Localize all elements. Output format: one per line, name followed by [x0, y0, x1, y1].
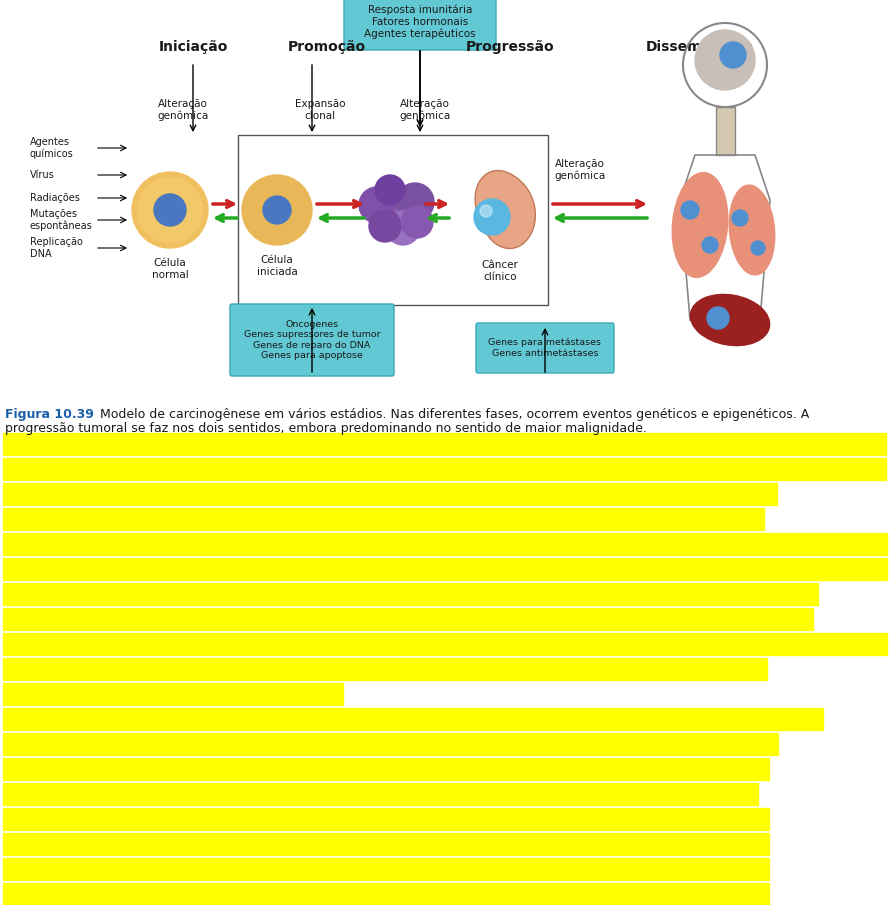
- Circle shape: [750, 241, 764, 255]
- Circle shape: [706, 307, 729, 329]
- Circle shape: [154, 194, 186, 226]
- Circle shape: [375, 175, 405, 205]
- Bar: [3, 708, 822, 730]
- Bar: [3, 733, 777, 755]
- Ellipse shape: [689, 294, 769, 346]
- Bar: [3, 483, 776, 505]
- Polygon shape: [475, 170, 535, 249]
- Bar: [3, 758, 768, 780]
- Text: Replicação
DNA: Replicação DNA: [30, 237, 83, 259]
- Circle shape: [474, 199, 510, 235]
- Polygon shape: [715, 107, 734, 155]
- Circle shape: [131, 172, 207, 248]
- FancyBboxPatch shape: [476, 323, 613, 373]
- FancyBboxPatch shape: [230, 304, 393, 376]
- Circle shape: [701, 237, 717, 253]
- Text: progressão tumoral se faz nos dois sentidos, embora predominando no sentido de m: progressão tumoral se faz nos dois senti…: [5, 422, 646, 435]
- Circle shape: [263, 196, 291, 224]
- Bar: [3, 608, 812, 630]
- Ellipse shape: [729, 186, 774, 275]
- Text: Expansão
clonal: Expansão clonal: [294, 100, 345, 120]
- Text: Célula
normal: Célula normal: [151, 258, 188, 280]
- Bar: [3, 433, 885, 455]
- Bar: [238, 135, 547, 305]
- Text: Vírus: Vírus: [30, 170, 55, 180]
- Circle shape: [680, 201, 698, 219]
- Circle shape: [368, 210, 401, 242]
- Bar: [3, 833, 768, 855]
- Bar: [3, 783, 757, 805]
- Text: Câncer
clínico: Câncer clínico: [481, 260, 518, 281]
- Text: Resposta imunitária
Fatores hormonais
Agentes terapêuticos: Resposta imunitária Fatores hormonais Ag…: [364, 5, 476, 39]
- Circle shape: [395, 183, 434, 221]
- Text: Alteração
genômica: Alteração genômica: [553, 159, 605, 181]
- Ellipse shape: [671, 173, 727, 277]
- Circle shape: [479, 205, 492, 217]
- Circle shape: [719, 42, 746, 68]
- Text: Disseminação: Disseminação: [645, 40, 753, 54]
- Bar: [3, 633, 886, 655]
- Text: Alteração
genômica: Alteração genômica: [157, 99, 208, 121]
- Text: Progressão: Progressão: [465, 40, 553, 54]
- Circle shape: [401, 206, 433, 238]
- Text: Promoção: Promoção: [288, 40, 366, 54]
- Text: Agentes
químicos: Agentes químicos: [30, 137, 73, 159]
- Circle shape: [731, 210, 747, 226]
- Text: Célula
iniciada: Célula iniciada: [257, 255, 297, 277]
- Text: Mutações
espontâneas: Mutações espontâneas: [30, 209, 93, 231]
- Text: Alteração
genômica: Alteração genômica: [399, 99, 450, 121]
- Text: Genes para metástases
Genes antimetástases: Genes para metástases Genes antimetástas…: [488, 338, 601, 357]
- Text: Figura 10.39: Figura 10.39: [5, 408, 94, 421]
- Bar: [3, 533, 886, 555]
- Bar: [3, 683, 342, 705]
- Bar: [3, 883, 768, 905]
- Bar: [3, 858, 768, 880]
- Circle shape: [138, 177, 202, 243]
- Bar: [3, 583, 817, 605]
- Bar: [3, 558, 886, 580]
- Bar: [3, 458, 885, 480]
- Circle shape: [373, 188, 417, 232]
- Circle shape: [385, 211, 419, 245]
- Bar: [3, 658, 766, 680]
- FancyBboxPatch shape: [343, 0, 495, 50]
- Text: Iniciação: Iniciação: [158, 40, 227, 54]
- Text: Modelo de carcinogênese em vários estádios. Nas diferentes fases, ocorrem evento: Modelo de carcinogênese em vários estádi…: [96, 408, 808, 421]
- Bar: [3, 508, 763, 530]
- Circle shape: [358, 187, 394, 223]
- Circle shape: [241, 175, 312, 245]
- Text: Oncogenes
Genes supressores de tumor
Genes de reparo do DNA
Genes para apoptose: Oncogenes Genes supressores de tumor Gen…: [243, 319, 380, 360]
- Text: Radiações: Radiações: [30, 193, 80, 203]
- Circle shape: [695, 30, 755, 90]
- Bar: [3, 808, 768, 830]
